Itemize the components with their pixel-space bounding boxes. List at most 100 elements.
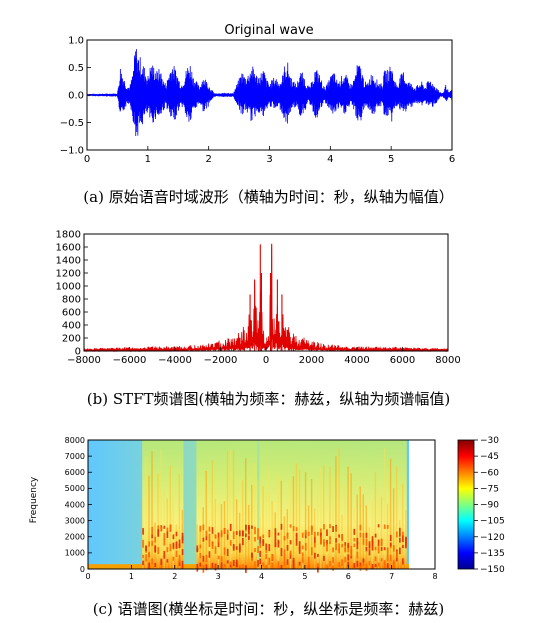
waveform-xtick-label: 6: [449, 154, 455, 165]
formant-band: [353, 537, 356, 542]
formant-band: [329, 524, 331, 528]
spectrogram-xtick-label: 4: [259, 572, 264, 581]
formant-band: [374, 563, 377, 568]
spectrum-xtick-label: 6000: [390, 355, 415, 366]
formant-band: [238, 565, 241, 569]
caption-b: (b) STFT频谱图(横轴为频率：赫兹，纵轴为频谱幅值): [86, 390, 451, 408]
speech-streak: [262, 485, 264, 569]
formant-band: [283, 535, 286, 541]
waveform-axes: 0 1 2 3 4 5 6 1.0 0.5 0.0 −0.5 −1.0: [60, 36, 455, 166]
formant-band: [380, 546, 383, 551]
formant-band: [347, 554, 350, 561]
formant-band: [226, 548, 229, 557]
formant-band: [148, 551, 151, 558]
formant-band: [323, 539, 325, 544]
formant-band: [362, 538, 365, 545]
spectrogram-plot-area: [88, 440, 409, 573]
spectrogram-ytick-label: 6000: [65, 468, 85, 477]
formant-band: [389, 542, 392, 547]
formant-band: [205, 530, 208, 537]
speech-streak: [371, 499, 374, 569]
formant-band: [163, 525, 166, 529]
formant-band: [341, 559, 344, 566]
formant-band: [257, 534, 259, 540]
formant-band: [268, 544, 271, 552]
formant-band: [329, 536, 331, 541]
formant-band: [265, 543, 268, 550]
formant-band: [344, 556, 347, 563]
formant-band: [148, 562, 151, 569]
formant-band: [217, 555, 220, 560]
waveform-xtick-label: 3: [266, 154, 272, 165]
formant-band: [169, 524, 172, 531]
formant-band: [172, 556, 175, 561]
speech-streak: [169, 465, 171, 569]
waveform-xtick-label: 1: [145, 154, 151, 165]
formant-band: [214, 534, 217, 539]
formant-band: [280, 547, 283, 552]
formant-band: [368, 561, 371, 566]
formant-band: [274, 539, 277, 548]
formant-band: [301, 552, 304, 557]
formant-band: [208, 533, 211, 542]
colorbar-tick-label: −105: [480, 517, 505, 527]
formant-band: [395, 556, 398, 562]
formant-band: [338, 534, 341, 538]
formant-band: [301, 532, 304, 538]
formant-band: [199, 544, 202, 549]
formant-band: [347, 542, 350, 549]
speech-streak: [211, 460, 214, 569]
formant-band: [172, 534, 175, 540]
formant-band: [181, 549, 184, 556]
formant-band: [145, 545, 147, 552]
formant-band: [283, 555, 286, 564]
formant-band: [199, 553, 202, 559]
speech-streak: [395, 466, 398, 569]
speech-streak: [145, 456, 147, 569]
formant-band: [320, 528, 322, 536]
formant-band: [395, 531, 398, 538]
spectrum-axes: −8000 −6000 −4000 −2000 0 2000 4000 6000 8000180…: [56, 230, 461, 367]
formant-band: [238, 546, 241, 553]
formant-band: [251, 525, 253, 529]
formant-band: [365, 532, 368, 538]
spectrum-ytick-label: 400: [62, 321, 81, 332]
colorbar-tick-label: −75: [480, 484, 499, 494]
spectrogram-ytick-label: 8000: [65, 436, 85, 445]
formant-band: [320, 536, 322, 545]
speech-streak: [286, 509, 289, 569]
formant-band: [307, 557, 310, 564]
formant-band: [202, 524, 205, 531]
colorbar-tick-label: −135: [480, 549, 505, 559]
formant-band: [323, 524, 325, 530]
formant-band: [356, 541, 359, 550]
formant-band: [292, 560, 295, 567]
formant-band: [265, 553, 268, 560]
formant-band: [313, 536, 316, 543]
formant-band: [326, 539, 328, 545]
formant-band: [145, 554, 147, 562]
formant-band: [259, 536, 262, 544]
formant-band: [371, 543, 374, 551]
formant-band: [208, 551, 211, 558]
spectrum-ytick-label: 1600: [56, 243, 81, 254]
formant-band: [304, 543, 307, 551]
formant-band: [251, 552, 253, 558]
formant-band: [175, 550, 178, 557]
speech-streak: [232, 450, 235, 569]
formant-band: [178, 539, 181, 548]
spectrum-xtick-label: −6000: [113, 355, 147, 366]
formant-band: [383, 547, 386, 551]
speech-streak: [268, 468, 270, 569]
formant-band: [172, 542, 175, 549]
formant-band: [223, 563, 226, 568]
speech-streak: [265, 491, 267, 569]
spectrogram-ytick-label: 1000: [65, 549, 85, 558]
formant-band: [175, 541, 178, 549]
formant-band: [356, 537, 359, 545]
formant-band: [371, 564, 374, 570]
formant-band: [280, 565, 283, 569]
waveform-line: [86, 49, 453, 136]
formant-band: [160, 526, 163, 531]
formant-band: [317, 563, 319, 568]
